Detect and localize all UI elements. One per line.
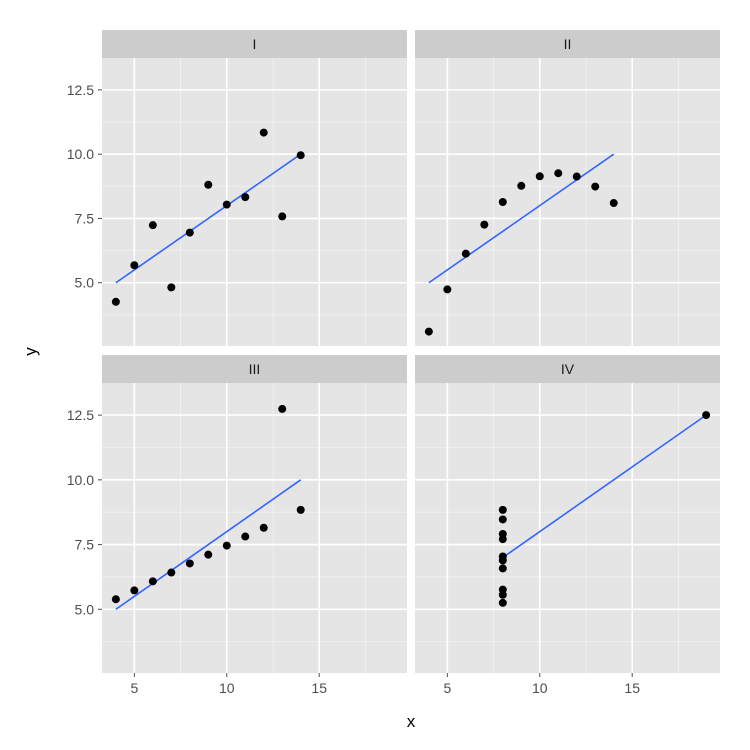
facet-strip-label: I	[253, 36, 257, 52]
data-point	[222, 200, 231, 209]
data-point	[296, 151, 305, 160]
axes-layer: 5.0 7.5 10.0 12.5 5.0 7.5 10.0 12.5 5 10 15 5 10 15	[67, 82, 640, 696]
fit-line	[428, 153, 615, 284]
data-point	[609, 199, 618, 208]
x-tick-label: 10	[219, 680, 235, 696]
facet-strip-label: IV	[561, 361, 575, 377]
data-point	[241, 532, 250, 541]
data-point	[498, 198, 507, 206]
data-point	[259, 523, 268, 532]
panel-background	[102, 58, 407, 346]
data-point	[498, 505, 507, 514]
data-point	[517, 181, 526, 190]
y-tick-label: 7.5	[75, 210, 95, 226]
data-point	[130, 261, 139, 270]
data-point	[480, 220, 489, 229]
data-point	[278, 212, 287, 221]
data-point	[498, 529, 507, 538]
data-point	[241, 193, 250, 202]
facet-strip-label: III	[249, 361, 261, 377]
data-point	[204, 180, 213, 189]
x-axis-title: x	[407, 712, 416, 731]
data-point	[498, 598, 507, 607]
y-tick-label: 10.0	[67, 472, 94, 488]
data-point	[167, 568, 176, 577]
x-tick-label: 5	[443, 680, 451, 696]
facet-strip	[415, 30, 720, 58]
x-tick-label: 10	[532, 680, 548, 696]
data-point	[443, 285, 452, 294]
data-point	[148, 221, 157, 230]
panel-I: I	[102, 30, 407, 346]
y-tick-label: 12.5	[67, 407, 94, 423]
data-point	[148, 577, 157, 586]
y-tick-label: 7.5	[75, 537, 95, 553]
data-point	[498, 515, 507, 524]
panel-plot-area	[415, 58, 720, 346]
panel-plot-area	[415, 383, 720, 673]
data-point	[702, 411, 711, 420]
data-point	[591, 182, 600, 191]
x-tick-label: 15	[624, 680, 640, 696]
fit-line	[115, 153, 302, 284]
fit-line	[502, 414, 707, 559]
fit-line	[115, 479, 302, 610]
y-tick-label: 10.0	[67, 146, 94, 162]
data-point	[185, 559, 194, 568]
y-axis-title: y	[21, 347, 40, 356]
data-point	[461, 249, 470, 258]
data-point	[259, 128, 268, 137]
data-point	[278, 404, 287, 413]
facet-strip	[102, 30, 407, 58]
data-point	[498, 564, 507, 573]
data-point	[222, 541, 231, 550]
data-point	[130, 586, 139, 595]
x-tick-label: 15	[311, 680, 327, 696]
y-tick-label: 5.0	[75, 275, 95, 291]
data-point	[185, 228, 194, 237]
panel-plot-area	[102, 383, 407, 673]
y-tick-label: 12.5	[67, 82, 94, 98]
panel-background	[415, 58, 720, 346]
panel-background	[102, 383, 407, 673]
panel-plot-area	[102, 58, 407, 346]
data-point	[572, 172, 581, 181]
facet-strip-label: II	[564, 36, 572, 52]
data-point	[296, 505, 305, 514]
data-point	[111, 297, 120, 306]
data-point	[554, 169, 563, 178]
x-tick-label: 5	[130, 680, 138, 696]
data-point	[498, 556, 507, 565]
data-point	[167, 283, 176, 292]
data-point	[111, 595, 120, 604]
facet-strip	[415, 355, 720, 383]
panel-background	[415, 383, 720, 673]
facet-strip	[102, 355, 407, 383]
data-point	[424, 327, 433, 336]
panel-II: II	[415, 30, 720, 346]
panel-III: III	[102, 355, 407, 673]
panel-IV: IV	[415, 355, 720, 673]
y-tick-label: 5.0	[75, 601, 95, 617]
data-point	[204, 550, 213, 559]
data-point	[498, 590, 507, 599]
data-point	[535, 172, 544, 181]
